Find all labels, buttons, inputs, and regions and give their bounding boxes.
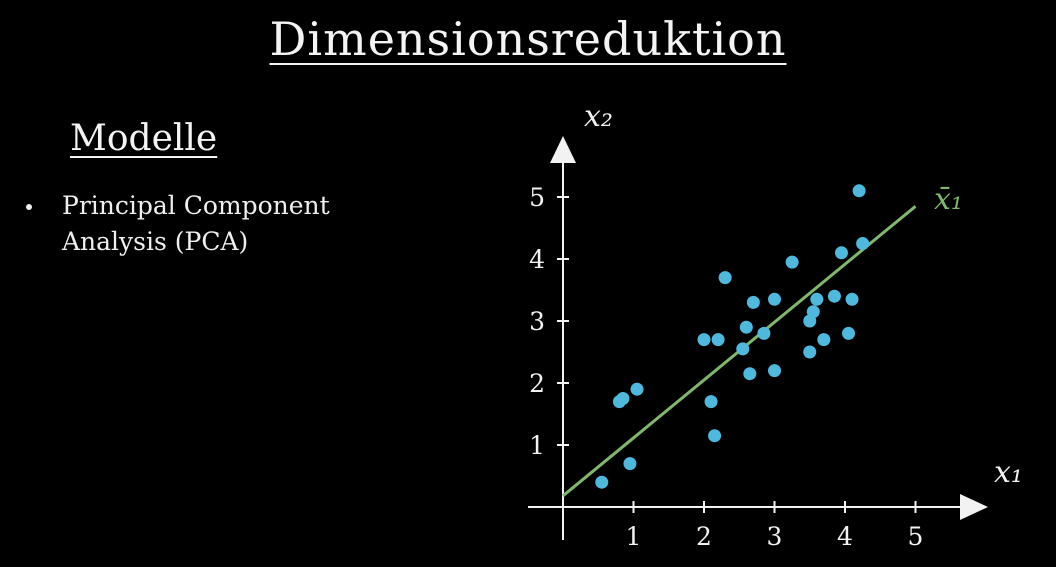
data-point [827, 289, 841, 303]
data-point [852, 184, 866, 198]
data-point [785, 255, 799, 269]
data-point [757, 326, 771, 340]
chart-ticks: 1 2 3 4 5 1 2 3 4 5 [529, 183, 923, 551]
data-point [697, 333, 711, 347]
data-point [810, 292, 824, 306]
data-point [718, 271, 732, 285]
y-tick-label: 3 [529, 307, 545, 336]
data-point [736, 342, 750, 356]
data-point [768, 364, 781, 378]
bullet-dot-icon [26, 204, 32, 210]
data-point [708, 429, 722, 443]
y-tick-label: 5 [529, 183, 545, 212]
data-point [743, 367, 757, 381]
y-tick-label: 1 [529, 431, 545, 460]
x-tick-label: 4 [837, 522, 853, 551]
data-point [746, 295, 760, 309]
y-axis-arrow-icon [550, 136, 576, 163]
data-point [803, 345, 817, 359]
data-point [817, 333, 831, 347]
x-axis-label: x₁ [994, 455, 1023, 490]
data-point [595, 475, 609, 489]
x-tick-label: 2 [696, 522, 712, 551]
x-tick-label: 3 [767, 522, 783, 551]
y-axis-label: x₂ [584, 99, 613, 134]
bullet-item: Principal Component Analysis (PCA) [24, 188, 404, 260]
data-point [768, 292, 781, 306]
y-tick-label: 2 [529, 369, 545, 398]
bullet-list: Principal Component Analysis (PCA) [24, 188, 404, 260]
data-point [739, 320, 753, 334]
data-point [711, 333, 725, 347]
data-points [595, 184, 870, 489]
data-point [623, 457, 637, 471]
x-axis-arrow-icon [960, 494, 988, 520]
data-point [630, 382, 644, 396]
data-point [616, 392, 630, 405]
data-point [856, 237, 870, 250]
chart-axes: x₁ x₂ x̄₁ [528, 99, 1023, 540]
fit-line-label: x̄₁ [934, 182, 963, 217]
data-point [845, 292, 859, 306]
data-point [806, 305, 820, 319]
slide-title: Dimensionsreduktion [269, 12, 787, 66]
data-point [842, 326, 856, 340]
data-point [704, 395, 718, 409]
x-tick-label: 5 [908, 522, 924, 551]
x-tick-label: 1 [626, 522, 642, 551]
y-tick-label: 4 [529, 245, 545, 274]
data-point [834, 246, 848, 260]
section-heading: Modelle [70, 118, 218, 159]
bullet-text: Principal Component Analysis (PCA) [62, 191, 330, 256]
